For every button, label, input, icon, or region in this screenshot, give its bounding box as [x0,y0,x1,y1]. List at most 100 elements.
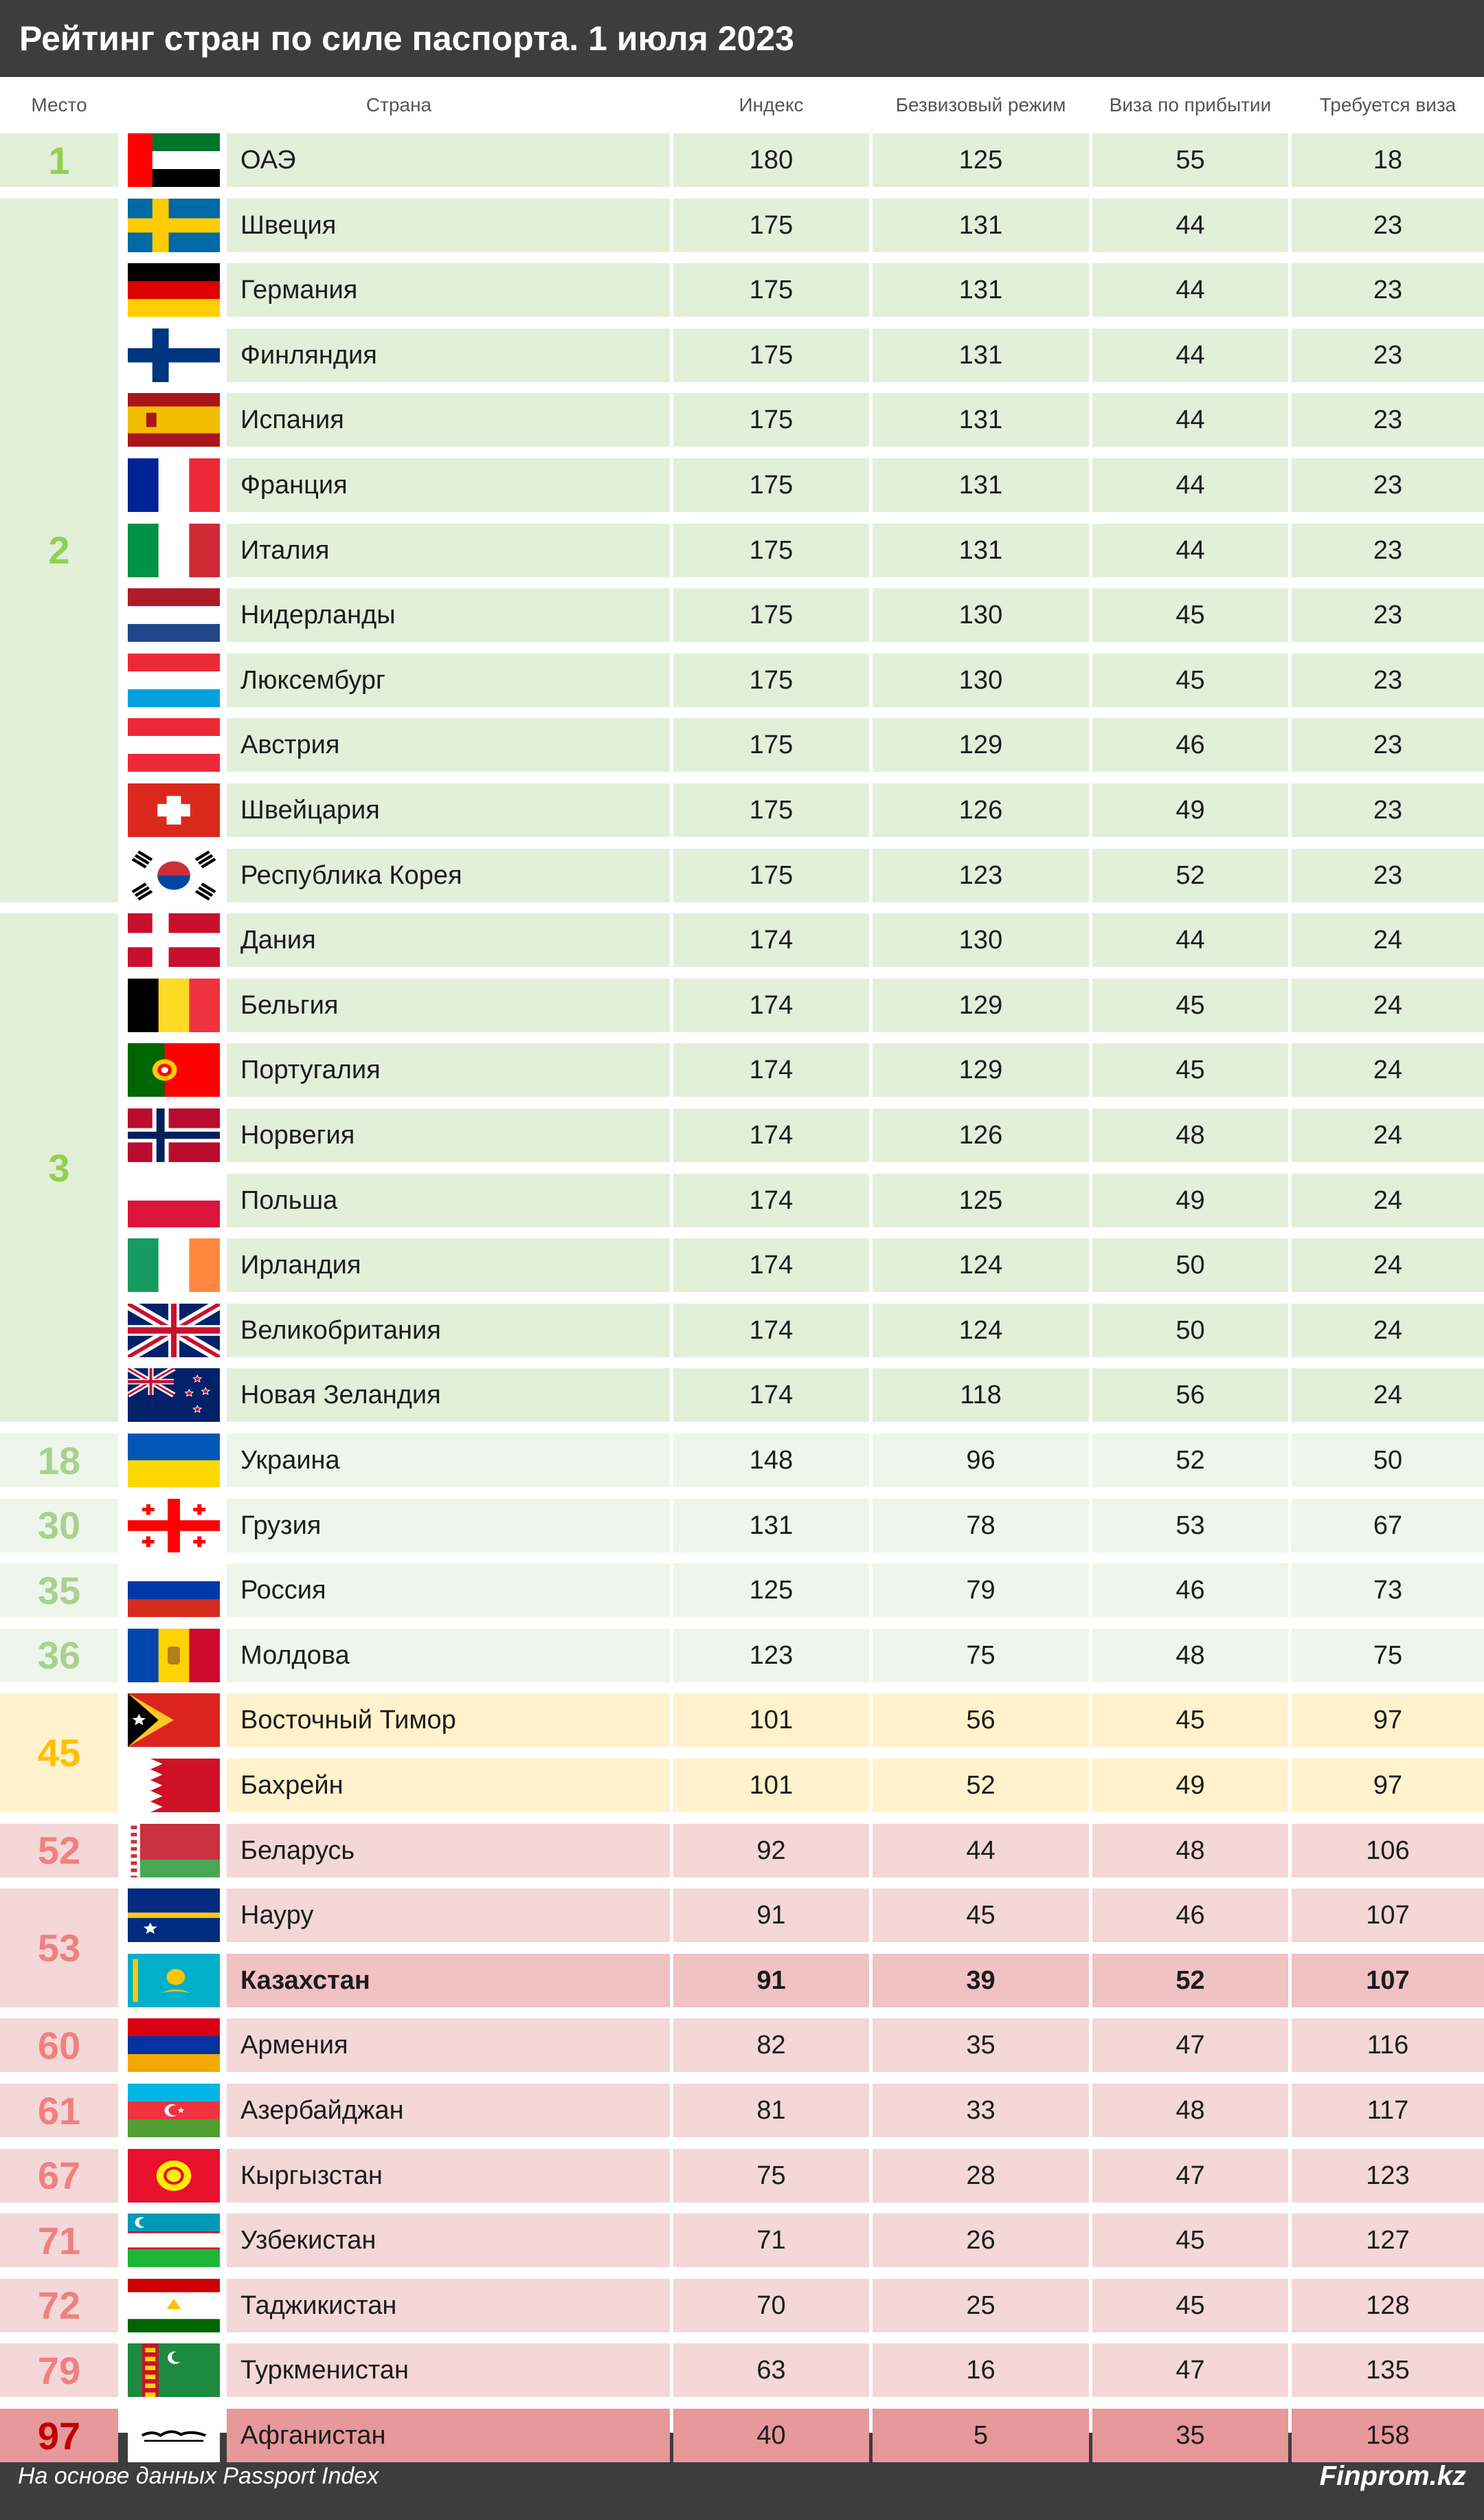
flag-uz-icon [128,2214,220,2268]
country-name-cell: Люксембург [227,653,670,707]
required-value-cell: 23 [1292,848,1484,902]
required-value-cell: 97 [1292,1759,1484,1812]
rank-cell: 45 [0,1693,118,1812]
flag-gb-icon [128,1303,220,1357]
required-value-cell: 106 [1292,1823,1484,1877]
flag-dk-icon [128,913,220,968]
index-value-cell: 174 [673,1368,869,1423]
index-value-cell: 70 [673,2278,869,2332]
index-value-cell: 92 [673,1823,869,1877]
required-value-cell: 23 [1292,653,1484,707]
country-name-cell: Беларусь [227,1823,670,1877]
on-arrival-value-cell: 48 [1092,1108,1288,1162]
visa-free-value-cell: 131 [873,198,1089,252]
on-arrival-value-cell: 49 [1092,783,1288,837]
country-name-cell: Польша [227,1173,670,1227]
col-index-header: Индекс [739,94,804,115]
country-name-cell: Казахстан [227,1953,670,2007]
index-value-cell: 91 [673,1953,869,2007]
rank-cell: 52 [0,1823,118,1877]
on-arrival-value-cell: 48 [1092,1823,1288,1877]
on-arrival-value-cell: 46 [1092,1563,1288,1618]
index-value-cell: 175 [673,653,869,707]
index-value-cell: 91 [673,1888,869,1943]
index-value-cell: 174 [673,1108,869,1162]
rank-cell: 2 [0,198,118,902]
visa-free-value-cell: 56 [873,1693,1089,1748]
visa-free-value-cell: 130 [873,653,1089,707]
on-arrival-value-cell: 44 [1092,458,1288,512]
visa-free-value-cell: 131 [873,393,1089,447]
visa-free-value-cell: 28 [873,2148,1089,2203]
on-arrival-value-cell: 49 [1092,1759,1288,1812]
on-arrival-value-cell: 52 [1092,1434,1288,1487]
rank-cell: 30 [0,1498,118,1552]
required-value-cell: 23 [1292,393,1484,447]
index-value-cell: 148 [673,1434,869,1487]
country-name-cell: Франция [227,458,670,512]
column-header-row: Место Страна Индекс Безвизовый режим Виза по… [0,77,1484,133]
country-name-cell: Новая Зеландия [227,1368,670,1423]
on-arrival-value-cell: 45 [1092,588,1288,643]
on-arrival-value-cell: 46 [1092,1888,1288,1943]
page-title: Рейтинг стран по силе паспорта. 1 июля 2… [19,19,794,58]
rank-cell: 1 [0,133,118,187]
index-value-cell: 125 [673,1563,869,1618]
visa-free-value-cell: 130 [873,588,1089,643]
rank-cell: 61 [0,2084,118,2137]
on-arrival-value-cell: 35 [1092,2409,1288,2462]
rank-cell: 3 [0,913,118,1423]
required-value-cell: 107 [1292,1953,1484,2007]
visa-free-value-cell: 130 [873,913,1089,968]
on-arrival-value-cell: 44 [1092,263,1288,317]
visa-free-value-cell: 129 [873,718,1089,772]
flag-fr-icon [128,458,220,512]
flag-pl-icon [128,1173,220,1227]
visa-free-value-cell: 26 [873,2214,1089,2268]
index-value-cell: 174 [673,1173,869,1227]
visa-free-value-cell: 125 [873,133,1089,187]
flag-bh-icon [128,1759,220,1812]
required-value-cell: 23 [1292,523,1484,577]
flag-es-icon [128,393,220,447]
col-visa-required-header: Требуется виза [1319,94,1457,115]
country-name-cell: Швеция [227,198,670,252]
country-name-cell: Азербайджан [227,2084,670,2137]
required-value-cell: 24 [1292,1368,1484,1423]
rank-cell: 72 [0,2278,118,2332]
index-value-cell: 174 [673,1238,869,1293]
country-name-cell: Дания [227,913,670,968]
brand-logo: Finprom.kz [1319,2461,1466,2491]
index-value-cell: 131 [673,1498,869,1552]
rank-cell: 35 [0,1563,118,1618]
on-arrival-value-cell: 47 [1092,2018,1288,2073]
flag-ie-icon [128,1238,220,1293]
visa-free-value-cell: 52 [873,1759,1089,1812]
required-value-cell: 23 [1292,458,1484,512]
country-name-cell: Туркменистан [227,2343,670,2398]
rank-cell: 67 [0,2148,118,2203]
on-arrival-value-cell: 49 [1092,1173,1288,1227]
visa-free-value-cell: 16 [873,2343,1089,2398]
flag-by-icon [128,1823,220,1877]
country-name-cell: Норвегия [227,1108,670,1162]
required-value-cell: 23 [1292,718,1484,772]
flag-it-icon [128,523,220,577]
flag-af-icon [128,2409,220,2462]
required-value-cell: 24 [1292,1303,1484,1357]
on-arrival-value-cell: 46 [1092,718,1288,772]
required-value-cell: 97 [1292,1693,1484,1748]
index-value-cell: 175 [673,848,869,902]
flag-fi-icon [128,328,220,382]
col-country-header: Страна [366,94,432,115]
required-value-cell: 158 [1292,2409,1484,2462]
on-arrival-value-cell: 53 [1092,1498,1288,1552]
country-name-cell: Украина [227,1434,670,1487]
index-value-cell: 180 [673,133,869,187]
flag-tj-icon [128,2278,220,2332]
index-value-cell: 175 [673,198,869,252]
on-arrival-value-cell: 44 [1092,913,1288,968]
required-value-cell: 128 [1292,2278,1484,2332]
on-arrival-value-cell: 45 [1092,2278,1288,2332]
country-name-cell: Италия [227,523,670,577]
